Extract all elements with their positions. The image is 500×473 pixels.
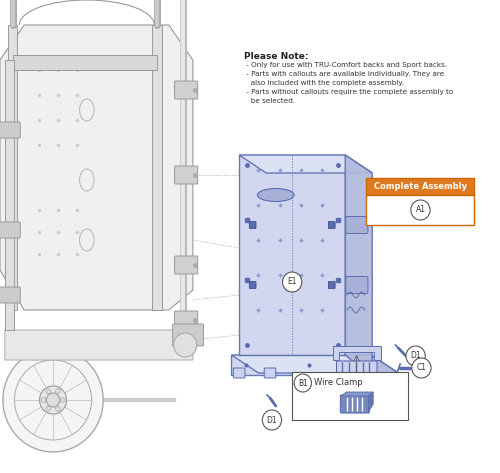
Text: D1: D1 xyxy=(410,351,421,360)
Circle shape xyxy=(56,389,60,394)
Circle shape xyxy=(41,397,46,403)
Text: be selected.: be selected. xyxy=(244,98,295,104)
Polygon shape xyxy=(232,355,372,375)
FancyBboxPatch shape xyxy=(0,222,20,238)
Circle shape xyxy=(46,393,60,407)
Text: Wire Clamp: Wire Clamp xyxy=(314,377,363,386)
FancyBboxPatch shape xyxy=(346,277,368,294)
Circle shape xyxy=(60,397,65,403)
FancyBboxPatch shape xyxy=(336,361,377,375)
Polygon shape xyxy=(232,355,398,373)
Polygon shape xyxy=(342,392,373,396)
FancyBboxPatch shape xyxy=(346,368,358,378)
Text: B1: B1 xyxy=(298,378,308,387)
FancyBboxPatch shape xyxy=(328,221,335,228)
Polygon shape xyxy=(8,25,18,310)
Text: - Only for use with TRU-Comfort backs and Sport backs.: - Only for use with TRU-Comfort backs an… xyxy=(244,62,447,68)
FancyBboxPatch shape xyxy=(366,195,474,225)
FancyBboxPatch shape xyxy=(346,217,368,234)
Text: A1: A1 xyxy=(416,205,426,214)
Circle shape xyxy=(412,358,431,378)
Circle shape xyxy=(406,346,425,366)
Polygon shape xyxy=(5,330,193,360)
FancyBboxPatch shape xyxy=(250,281,256,289)
Text: also included with the complete assembly.: also included with the complete assembly… xyxy=(244,80,404,86)
Circle shape xyxy=(3,348,103,452)
Circle shape xyxy=(56,406,60,411)
FancyBboxPatch shape xyxy=(234,368,245,378)
FancyBboxPatch shape xyxy=(0,122,20,138)
Text: E1: E1 xyxy=(288,278,297,287)
Polygon shape xyxy=(332,346,381,360)
Polygon shape xyxy=(239,155,345,355)
FancyBboxPatch shape xyxy=(264,368,276,378)
FancyBboxPatch shape xyxy=(250,221,256,228)
Polygon shape xyxy=(0,25,193,310)
Polygon shape xyxy=(12,55,157,70)
Polygon shape xyxy=(368,392,373,412)
Circle shape xyxy=(40,386,66,414)
FancyBboxPatch shape xyxy=(366,178,474,195)
Circle shape xyxy=(46,406,50,411)
Text: D1: D1 xyxy=(266,415,278,424)
Circle shape xyxy=(282,272,302,292)
FancyBboxPatch shape xyxy=(174,166,198,184)
Text: - Parts without callouts require the complete assembly to: - Parts without callouts require the com… xyxy=(244,89,453,95)
Circle shape xyxy=(411,200,430,220)
Ellipse shape xyxy=(258,189,294,201)
Polygon shape xyxy=(5,60,15,330)
Polygon shape xyxy=(345,155,372,378)
FancyBboxPatch shape xyxy=(174,81,198,99)
Text: Complete Assembly: Complete Assembly xyxy=(374,182,467,191)
Circle shape xyxy=(262,410,281,430)
Circle shape xyxy=(174,333,197,357)
Circle shape xyxy=(294,374,312,392)
Text: - Parts with callouts are available individually. They are: - Parts with callouts are available indi… xyxy=(244,71,444,77)
FancyBboxPatch shape xyxy=(340,395,370,413)
Text: C1: C1 xyxy=(416,363,426,373)
FancyBboxPatch shape xyxy=(174,311,198,329)
Polygon shape xyxy=(372,355,398,388)
FancyBboxPatch shape xyxy=(292,372,408,420)
Text: Please Note:: Please Note: xyxy=(244,52,308,61)
Polygon shape xyxy=(152,25,162,310)
FancyBboxPatch shape xyxy=(328,281,335,289)
FancyBboxPatch shape xyxy=(172,324,204,346)
FancyBboxPatch shape xyxy=(0,287,20,303)
FancyBboxPatch shape xyxy=(174,256,198,274)
Circle shape xyxy=(46,389,50,394)
Polygon shape xyxy=(239,155,372,173)
